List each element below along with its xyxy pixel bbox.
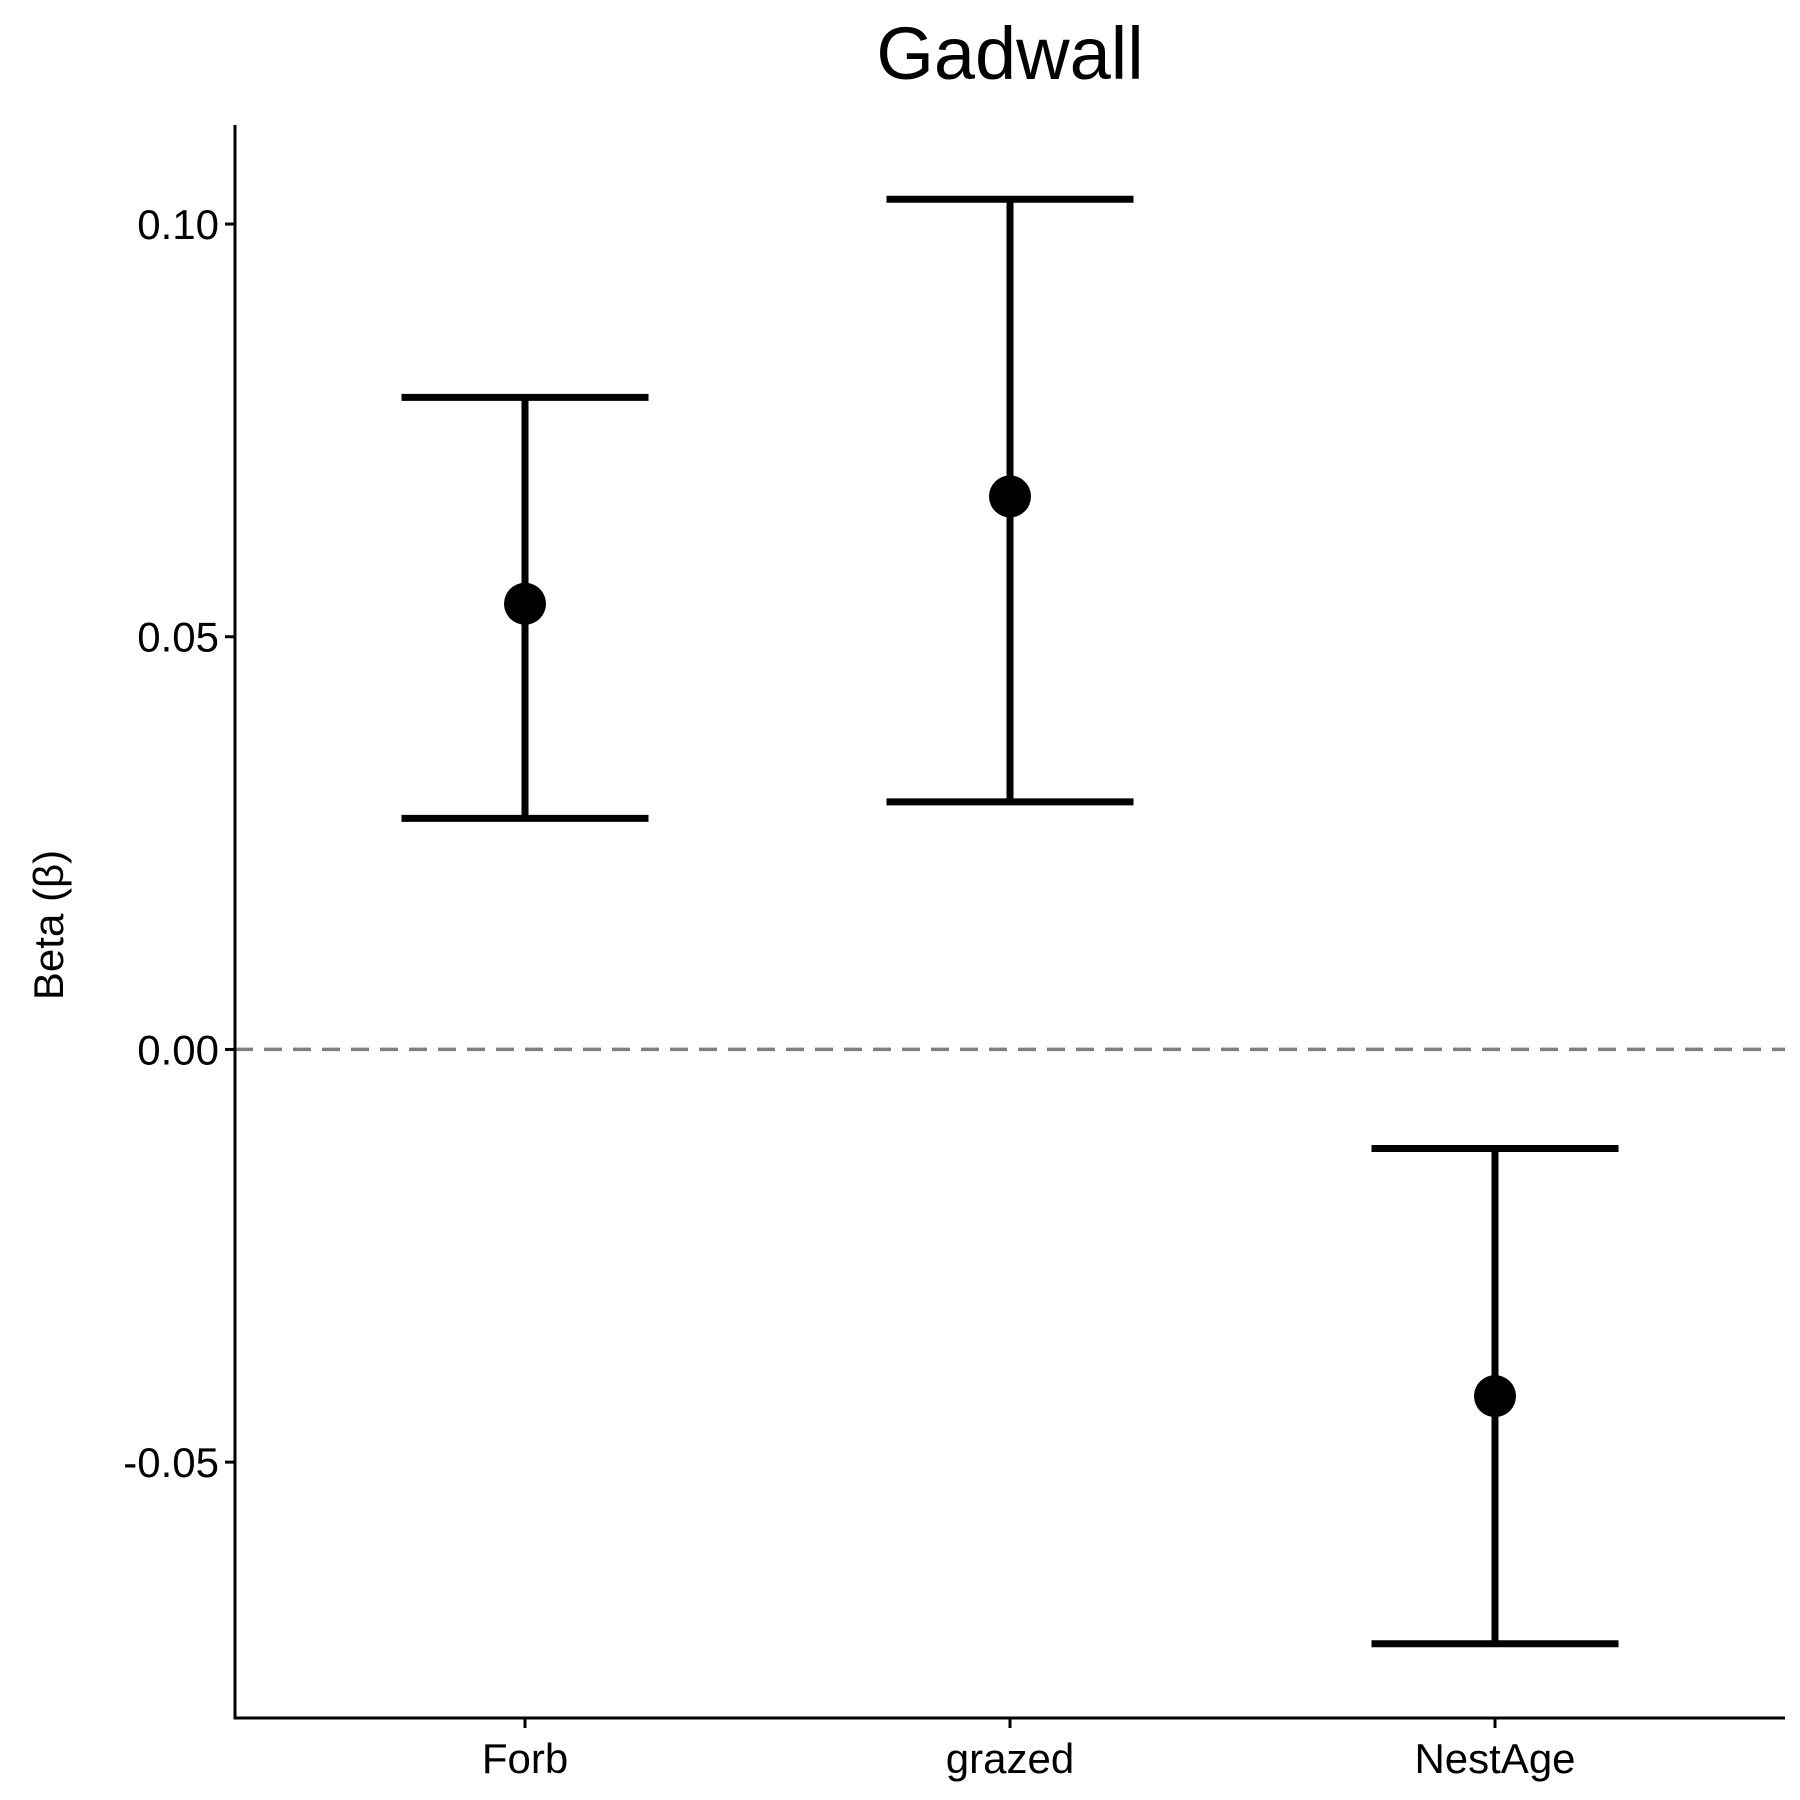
y-axis-title: Beta (β): [25, 850, 72, 1000]
point-estimate-Forb: [504, 582, 546, 625]
point-estimate-NestAge: [1474, 1375, 1516, 1418]
point-estimate-grazed: [989, 475, 1031, 518]
y-tick-label: 0.05: [137, 614, 219, 661]
y-tick-label: 0.10: [137, 201, 219, 248]
axes-layer: -0.05 0.00 0.05 0.10 Forb grazed NestAge: [123, 125, 1785, 1782]
y-tick-label: -0.05: [123, 1439, 219, 1486]
marks-layer: [401, 195, 1619, 1648]
x-tick-label: grazed: [946, 1735, 1074, 1782]
chart-title: Gadwall: [876, 12, 1143, 95]
x-tick-label: Forb: [482, 1735, 568, 1782]
x-tick-label: NestAge: [1414, 1735, 1575, 1782]
y-tick-label: 0.00: [137, 1026, 219, 1073]
